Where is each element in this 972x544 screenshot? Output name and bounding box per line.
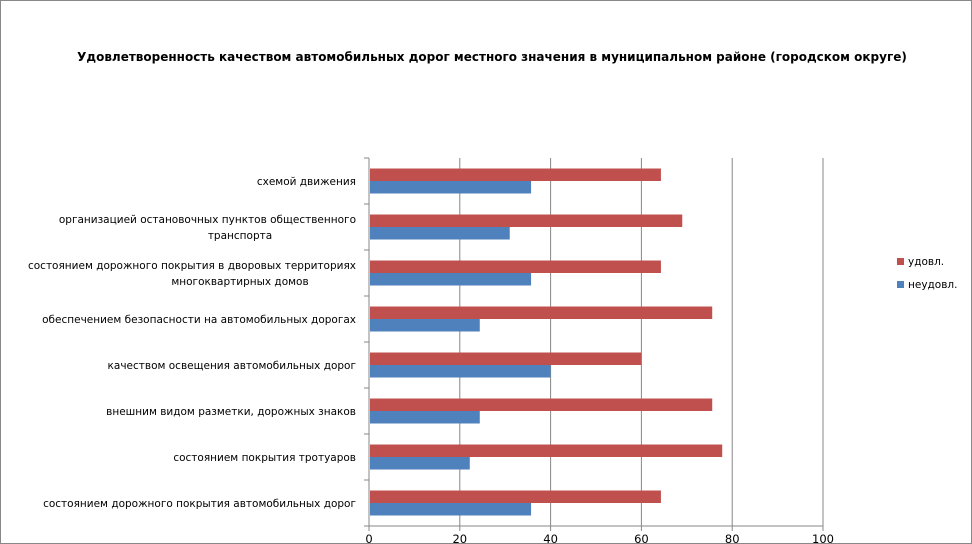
bar-udovl (370, 214, 683, 227)
category-label: состоянием дорожного покрытия автомобиль… (43, 498, 356, 510)
bar-udovl (370, 352, 642, 365)
bar-neudovl (370, 319, 480, 332)
legend-label: неудовл. (908, 279, 957, 291)
x-tick-label: 60 (634, 532, 649, 544)
x-tick-label: 100 (812, 532, 834, 544)
category-label: организацией остановочных пунктов общест… (59, 214, 356, 226)
bar-neudovl (370, 457, 470, 470)
bar-udovl (370, 398, 713, 411)
x-tick-label: 0 (365, 532, 372, 544)
x-tick-label: 40 (543, 532, 558, 544)
category-label: транспорта (208, 230, 272, 242)
category-label: состоянием покрытия тротуаров (173, 452, 356, 464)
category-label: состоянием дорожного покрытия в дворовых… (28, 260, 356, 272)
category-label: качеством освещения автомобильных дорог (108, 360, 356, 372)
bar-neudovl (370, 503, 532, 516)
bar-neudovl (370, 227, 510, 240)
bar-udovl (370, 444, 723, 457)
bar-udovl (370, 490, 661, 503)
category-label: обеспечением безопасности на автомобильн… (42, 314, 356, 326)
x-tick-label: 80 (725, 532, 740, 544)
legend-swatch (897, 258, 904, 265)
chart-title: Удовлетворенность качеством автомобильны… (77, 50, 907, 64)
bar-udovl (370, 306, 713, 319)
legend-label: удовл. (908, 256, 944, 268)
bar-neudovl (370, 365, 551, 378)
category-label: многоквартирных домов (171, 276, 308, 288)
bar-udovl (370, 260, 661, 273)
bar-udovl (370, 168, 661, 181)
category-label: внешним видом разметки, дорожных знаков (106, 406, 356, 418)
category-label: схемой движения (257, 176, 356, 188)
bar-neudovl (370, 181, 532, 194)
legend-swatch (897, 281, 904, 288)
x-tick-label: 20 (452, 532, 467, 544)
bar-neudovl (370, 411, 480, 424)
bar-neudovl (370, 273, 532, 286)
